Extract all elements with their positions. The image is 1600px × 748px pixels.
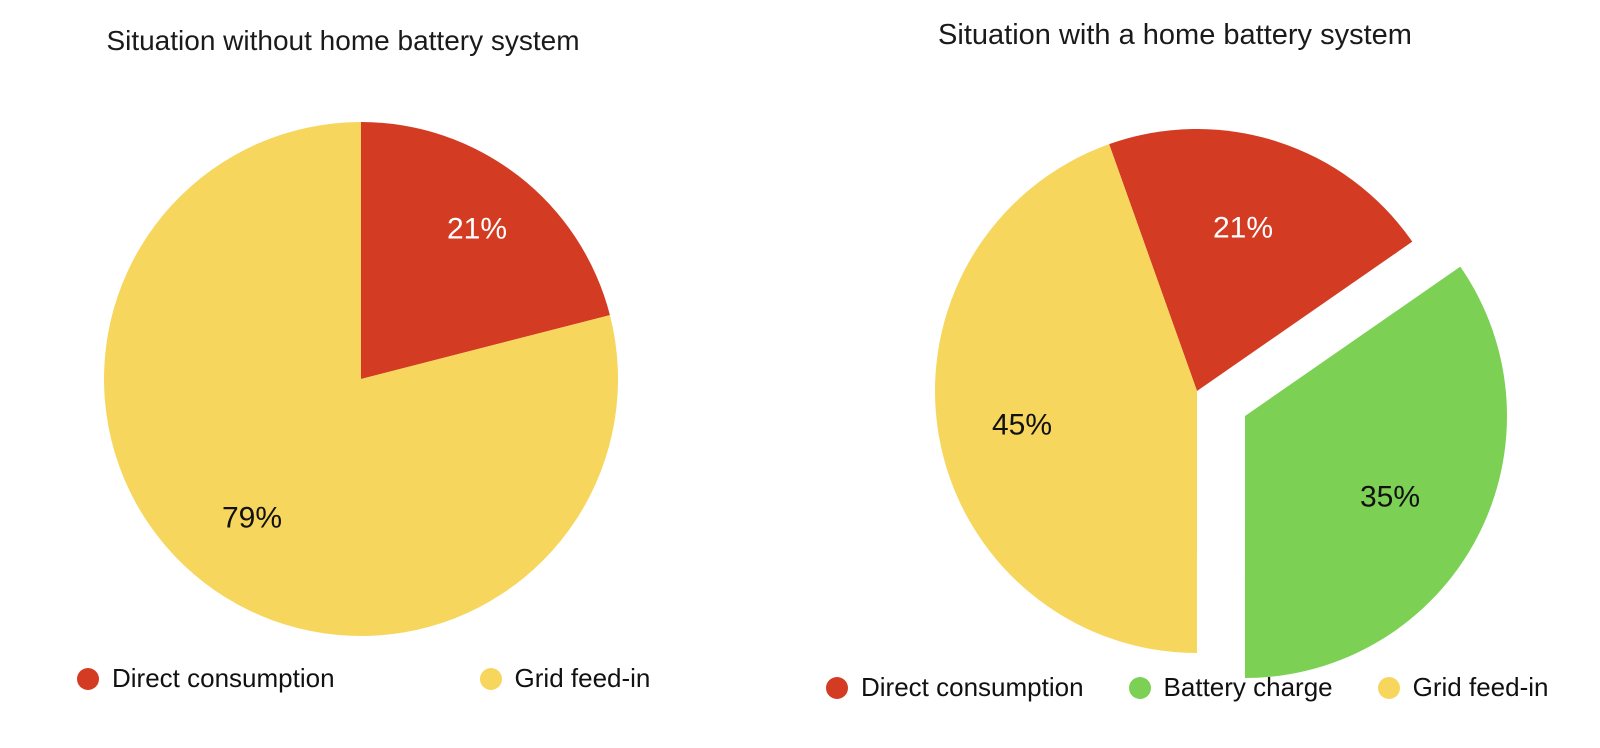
pie-value-label-grid-feed-in: 79%: [222, 502, 282, 535]
legend-label-direct-consumption: Direct consumption: [861, 672, 1084, 702]
chart-title-without-battery: Situation without home battery system: [106, 25, 580, 56]
legend-swatch-direct-consumption-icon: [77, 667, 99, 690]
pie-slice-battery-charge: [1244, 266, 1508, 678]
legend-label-battery-charge: Battery charge: [1163, 672, 1333, 702]
legend-item-grid-feed-in: Grid feed-in: [479, 663, 651, 694]
legend-item-direct-consumption: Direct consumption: [77, 663, 335, 694]
pie-value-label-battery-charge: 35%: [1360, 481, 1420, 514]
pie-chart-without-battery: 21% 79%: [104, 122, 618, 636]
legend-item-grid-feed-in: Grid feed-in: [1377, 672, 1549, 703]
chart-title-with-battery: Situation with a home battery system: [938, 19, 1412, 51]
legend-item-direct-consumption: Direct consumption: [826, 672, 1084, 703]
legend-with-battery: Direct consumption Battery charge Grid f…: [826, 672, 1548, 703]
pie-slice-direct-consumption: [361, 122, 610, 379]
legend-swatch-grid-feed-in-icon: [1377, 676, 1400, 699]
pie-slice-grid-feed-in: [104, 122, 618, 636]
pie-slice-direct-consumption: [1109, 129, 1413, 391]
pie-chart-with-battery: 21% 35% 45%: [935, 129, 1508, 678]
legend-without-battery: Direct consumption Grid feed-in: [77, 663, 650, 694]
legend-swatch-grid-feed-in-icon: [479, 667, 502, 690]
legend-swatch-battery-charge-icon: [1128, 676, 1151, 699]
pie-slice-grid-feed-in: [935, 144, 1197, 653]
pie-value-label-grid-feed-in: 45%: [992, 409, 1052, 442]
legend-label-grid-feed-in: Grid feed-in: [1412, 672, 1549, 702]
legend-label-grid-feed-in: Grid feed-in: [514, 663, 651, 693]
pie-value-label-direct-consumption: 21%: [1213, 212, 1273, 245]
legend-label-direct-consumption: Direct consumption: [112, 663, 335, 693]
legend-item-battery-charge: Battery charge: [1128, 672, 1333, 703]
legend-swatch-direct-consumption-icon: [826, 676, 848, 699]
pie-value-label-direct-consumption: 21%: [447, 213, 507, 246]
